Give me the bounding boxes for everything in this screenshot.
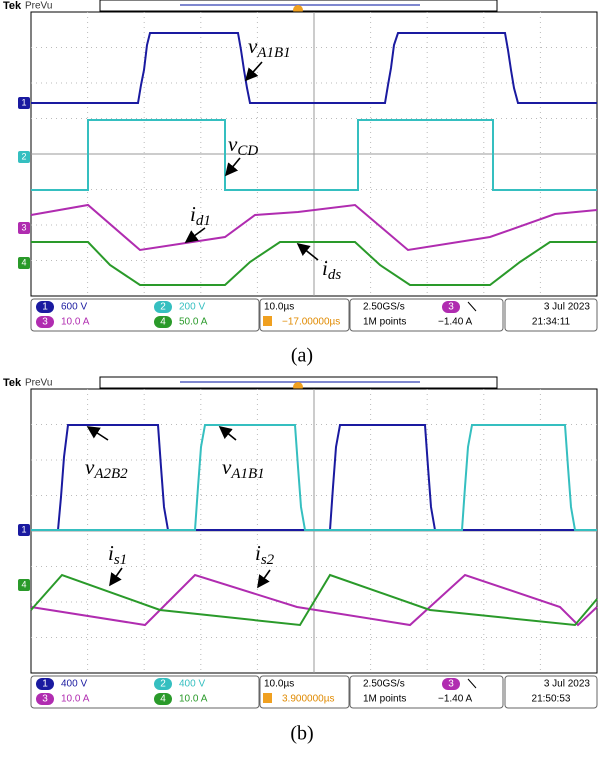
- brand: Tek: [3, 377, 22, 389]
- trigger-badge: [263, 693, 272, 703]
- caption: (a): [291, 345, 313, 367]
- annotation-sub: s1: [114, 552, 127, 568]
- time: 21:34:11: [532, 317, 571, 328]
- caption: (b): [290, 723, 313, 745]
- trigger-level: −1.40 A: [438, 317, 473, 328]
- trigger-badge: [263, 316, 272, 326]
- time: 21:50:53: [532, 694, 571, 705]
- channel-number: 4: [160, 694, 166, 705]
- channel-scale: 50.0 A: [179, 317, 208, 328]
- channel-marker-label: 1: [21, 524, 26, 534]
- page: TekPreVu1234vA1B1vCDid1ids1600 V2200 V31…: [0, 0, 605, 762]
- sample-rate: 2.50GS/s: [363, 302, 405, 313]
- channel-scale: 200 V: [179, 302, 205, 313]
- mode: PreVu: [25, 1, 52, 12]
- channel-marker-label: 3: [21, 222, 26, 232]
- figure: TekPreVu1234vA1B1vCDid1ids1600 V2200 V31…: [0, 0, 605, 757]
- channel-marker-label: 2: [21, 151, 26, 161]
- channel-number: 1: [42, 679, 48, 690]
- brand: Tek: [3, 0, 22, 12]
- date: 3 Jul 2023: [544, 679, 591, 690]
- trigger-source: 3: [448, 302, 454, 313]
- timebase: 10.0µs: [264, 302, 294, 313]
- record-length: 1M points: [363, 317, 406, 328]
- channel-scale: 400 V: [61, 679, 87, 690]
- date: 3 Jul 2023: [544, 302, 591, 313]
- channel-number: 2: [160, 302, 166, 313]
- annotation-sub: A1B1: [256, 45, 290, 61]
- record-length: 1M points: [363, 694, 406, 705]
- channel-scale: 10.0 A: [61, 694, 90, 705]
- channel-number: 2: [160, 679, 166, 690]
- trigger-position: 3.900000µs: [282, 694, 334, 705]
- channel-marker-label: 1: [21, 97, 26, 107]
- trigger-source: 3: [448, 679, 454, 690]
- channel-number: 4: [160, 317, 166, 328]
- trigger-level: −1.40 A: [438, 694, 473, 705]
- channel-number: 3: [42, 317, 48, 328]
- annotation-sub: A1B1: [230, 466, 264, 482]
- timebase: 10.0µs: [264, 679, 294, 690]
- channel-number: 3: [42, 694, 48, 705]
- trigger-position: −17.00000µs: [282, 317, 340, 328]
- channel-number: 1: [42, 302, 48, 313]
- channel-scale: 10.0 A: [179, 694, 208, 705]
- channel-scale: 400 V: [179, 679, 205, 690]
- mode: PreVu: [25, 378, 52, 389]
- channel-marker-label: 4: [21, 579, 26, 589]
- annotation-sub: A2B2: [93, 466, 128, 482]
- channel-scale: 600 V: [61, 302, 87, 313]
- channel-scale: 10.0 A: [61, 317, 90, 328]
- annotation-sub: s2: [261, 552, 275, 568]
- sample-rate: 2.50GS/s: [363, 679, 405, 690]
- channel-marker-label: 4: [21, 257, 26, 267]
- annotation-sub: CD: [237, 143, 258, 159]
- annotation-sub: ds: [328, 267, 342, 283]
- annotation-sub: d1: [196, 213, 211, 229]
